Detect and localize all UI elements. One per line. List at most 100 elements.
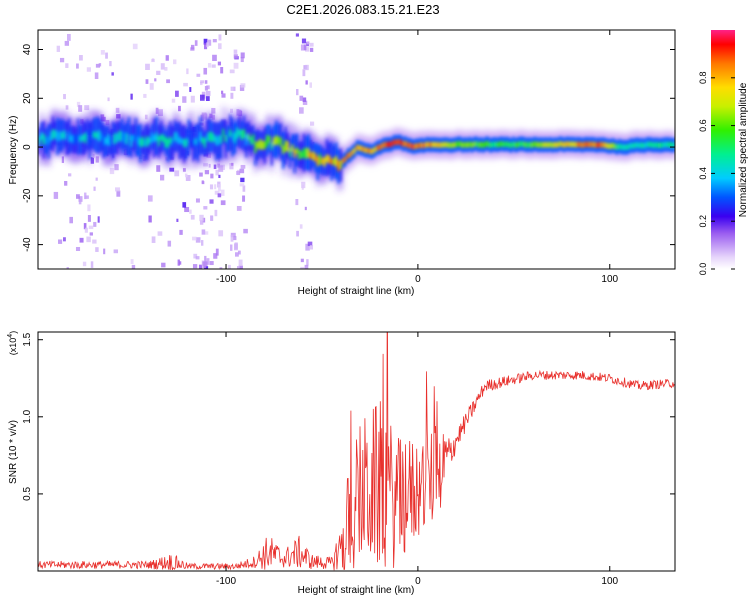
- noise-speck: [295, 199, 299, 206]
- noise-speck: [309, 82, 312, 88]
- noise-speck: [220, 200, 226, 206]
- noise-speck: [240, 164, 246, 169]
- noise-speck: [192, 264, 198, 269]
- noise-speck: [86, 67, 91, 72]
- noise-speck: [305, 243, 310, 251]
- noise-speck: [201, 181, 205, 185]
- spectrogram-heatmap: [38, 33, 675, 269]
- snr-series-line: [38, 332, 675, 571]
- noise-speck: [84, 105, 90, 111]
- spectrogram-x-ticks: -100 0 100: [216, 30, 619, 285]
- noise-speck: [203, 67, 208, 75]
- y-tick-label: 1.5: [22, 332, 33, 346]
- noise-speck: [193, 253, 198, 259]
- noise-speck: [152, 58, 155, 62]
- noise-speck: [206, 39, 212, 46]
- noise-speck: [218, 184, 221, 191]
- noise-speck: [67, 33, 71, 41]
- y-tick-label: -20: [22, 188, 33, 203]
- noise-speck: [189, 87, 192, 92]
- noise-speck: [205, 90, 211, 96]
- spectrogram-x-label: Height of straight line (km): [298, 286, 415, 297]
- noise-speck: [78, 196, 83, 202]
- noise-speck: [185, 175, 191, 181]
- noise-speck: [183, 82, 188, 87]
- noise-speck: [304, 264, 309, 269]
- noise-speck: [156, 165, 161, 172]
- noise-speck: [88, 225, 94, 230]
- noise-speck: [304, 206, 307, 211]
- noise-speck: [78, 105, 83, 112]
- snr-frame: [37, 331, 676, 572]
- noise-speck: [184, 206, 190, 213]
- spectrogram-panel: -100 0 100 -40 -20 0 20 40 Height of straight …: [8, 29, 676, 297]
- noise-speck: [238, 259, 243, 267]
- noise-speck: [203, 206, 208, 210]
- noise-speck: [301, 38, 307, 44]
- noise-speck: [299, 107, 304, 114]
- noise-speck: [210, 173, 214, 179]
- noise-speck: [190, 214, 195, 220]
- noise-speck: [160, 174, 165, 181]
- noise-speck: [182, 168, 186, 172]
- noise-speck: [212, 39, 217, 43]
- noise-speck: [239, 168, 245, 174]
- noise-speck: [182, 96, 187, 103]
- noise-speck: [199, 214, 204, 222]
- noise-speck: [115, 107, 120, 113]
- noise-speck: [189, 209, 192, 214]
- noise-speck: [215, 169, 219, 176]
- noise-speck: [240, 177, 245, 183]
- noise-speck: [242, 195, 246, 202]
- noise-speck: [115, 187, 120, 192]
- y-tick-label: -40: [22, 237, 33, 252]
- noise-speck: [76, 63, 79, 69]
- noise-speck: [240, 57, 244, 63]
- y-tick-label: 1.0: [22, 409, 33, 423]
- noise-speck: [98, 63, 102, 67]
- y-tick-label: 0: [22, 144, 33, 150]
- noise-speck: [79, 55, 83, 61]
- noise-speck: [92, 153, 95, 158]
- noise-speck: [236, 266, 242, 269]
- noise-speck: [145, 63, 150, 70]
- noise-speck: [95, 177, 98, 181]
- noise-speck: [61, 156, 65, 163]
- noise-speck: [210, 215, 214, 221]
- noise-speck: [237, 250, 241, 255]
- noise-speck: [59, 57, 65, 63]
- noise-speck: [84, 195, 89, 199]
- noise-speck: [90, 157, 94, 164]
- noise-speck: [177, 259, 180, 266]
- noise-speck: [113, 249, 119, 254]
- noise-speck: [145, 79, 149, 84]
- colorbar-ticks: 0.0 0.2 0.4 0.6 0.8: [698, 72, 735, 275]
- snr-x-ticks: -100 0 100: [216, 332, 619, 587]
- noise-speck: [78, 199, 82, 205]
- noise-speck: [202, 217, 206, 223]
- noise-speck: [178, 105, 181, 112]
- noise-speck: [218, 34, 222, 41]
- noise-speck: [199, 94, 205, 101]
- noise-speck: [218, 230, 224, 237]
- x-tick-label: 0: [415, 576, 421, 587]
- noise-speck: [63, 94, 66, 100]
- noise-speck: [160, 63, 165, 70]
- noise-speck: [87, 204, 91, 212]
- noise-speck: [236, 170, 241, 175]
- noise-speck: [143, 93, 147, 98]
- noise-speck: [175, 90, 179, 97]
- noise-speck: [309, 47, 314, 52]
- noise-speck: [236, 205, 242, 211]
- noise-speck: [176, 218, 179, 222]
- noise-speck: [217, 61, 222, 66]
- noise-speck: [132, 43, 138, 50]
- noise-speck: [310, 121, 315, 126]
- noise-speck: [218, 174, 221, 179]
- noise-speck: [95, 247, 99, 252]
- noise-speck: [156, 70, 161, 75]
- noise-speck: [194, 40, 198, 46]
- spectrogram-frame: [37, 29, 676, 270]
- noise-speck: [301, 181, 306, 189]
- noise-speck: [190, 44, 195, 50]
